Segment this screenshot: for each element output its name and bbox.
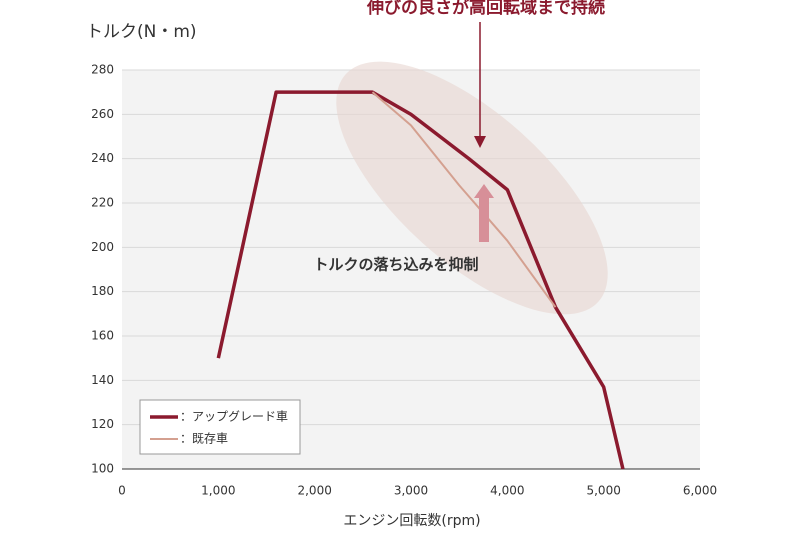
y-tick-label: 160 xyxy=(91,329,114,343)
y-tick-label: 260 xyxy=(91,107,114,121)
x-tick-label: 0 xyxy=(118,484,126,498)
y-axis-label: トルク(N・m) xyxy=(86,22,197,42)
x-tick-label: 6,000 xyxy=(683,484,717,498)
y-tick-label: 140 xyxy=(91,373,114,387)
x-tick-label: 1,000 xyxy=(201,484,235,498)
y-tick-label: 100 xyxy=(91,462,114,476)
up-arrow-head xyxy=(474,184,494,198)
x-tick-label: 4,000 xyxy=(490,484,524,498)
y-tick-label: 220 xyxy=(91,196,114,210)
x-tick-label: 3,000 xyxy=(394,484,428,498)
legend-box xyxy=(139,399,301,455)
legend-label: ：既存車 xyxy=(180,432,228,446)
y-tick-label: 200 xyxy=(91,240,114,254)
up-arrow xyxy=(479,196,489,242)
annotation: トルクの落ち込みを抑制 xyxy=(313,256,478,274)
y-tick-label: 280 xyxy=(91,63,114,77)
chart-title: 伸びの良さが高回転域まで持続 xyxy=(366,0,605,18)
highlight-ellipse xyxy=(336,61,608,315)
x-tick-label: 2,000 xyxy=(297,484,331,498)
x-axis-label: エンジン回転数(rpm) xyxy=(343,513,480,529)
title-arrow-head xyxy=(474,136,486,148)
x-tick-label: 5,000 xyxy=(586,484,620,498)
series-line xyxy=(371,91,557,308)
series-line xyxy=(216,90,625,470)
legend-label: ：アップグレード車 xyxy=(180,410,288,424)
y-tick-label: 240 xyxy=(91,151,114,165)
y-tick-label: 180 xyxy=(91,284,114,298)
y-tick-label: 120 xyxy=(91,417,114,431)
